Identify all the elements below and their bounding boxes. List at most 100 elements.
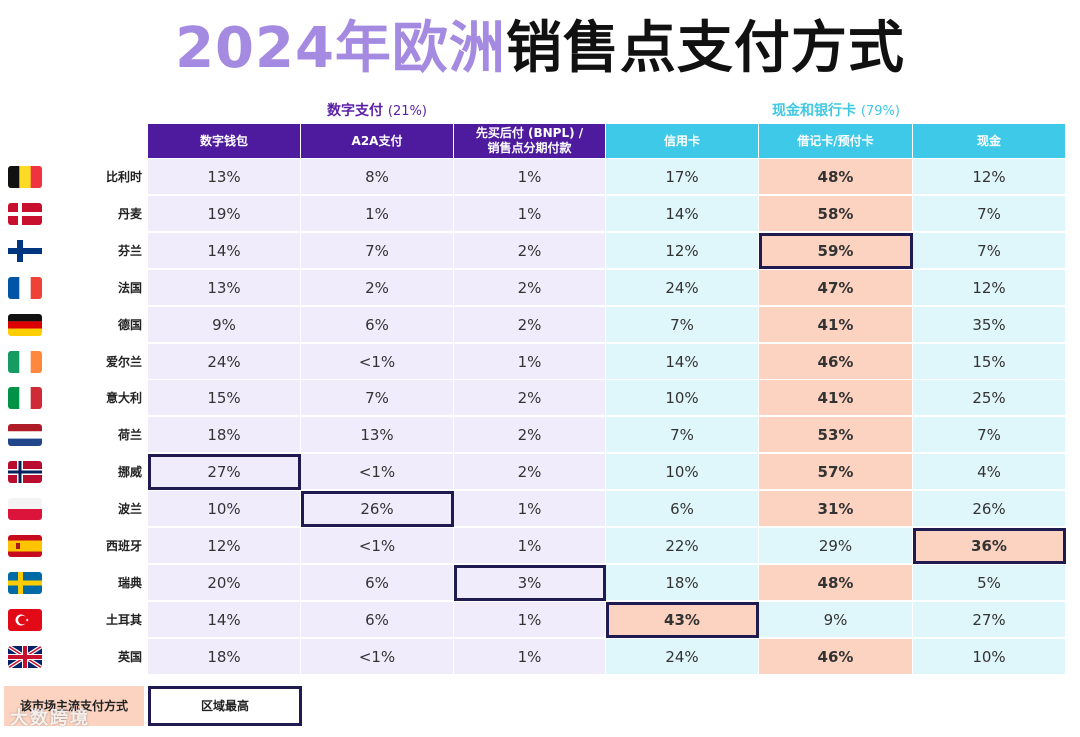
belgium-flag-icon bbox=[8, 166, 42, 188]
group-cash-label: 现金和银行卡 bbox=[772, 103, 857, 119]
column-header-label-line2: 销售点分期付款 bbox=[487, 141, 572, 155]
italy-flag-icon bbox=[8, 387, 42, 410]
cell-digital-wallet: 27% bbox=[148, 454, 301, 491]
ireland-flag-icon bbox=[8, 350, 42, 373]
table-row: 法国 13% 2% 2% 24% 47% 12% bbox=[0, 269, 1066, 306]
cell-digital-wallet: 9% bbox=[148, 306, 301, 343]
table-row: 土耳其 14% 6% 1% 43% 9% 27% bbox=[0, 601, 1066, 638]
cell-bnpl: 2% bbox=[454, 454, 606, 491]
cell-a2a: 7% bbox=[301, 232, 454, 269]
title-year-region: 2024年欧洲 bbox=[175, 16, 506, 81]
cell-cash: 7% bbox=[913, 232, 1066, 269]
cell-a2a: 6% bbox=[301, 306, 454, 343]
country-name: 瑞典 bbox=[117, 575, 142, 590]
france-flag-icon bbox=[8, 276, 42, 299]
cell-credit-card: 24% bbox=[606, 269, 759, 306]
netherlands-flag-icon bbox=[8, 424, 42, 447]
country-name: 西班牙 bbox=[105, 539, 142, 553]
country-name: 丹麦 bbox=[117, 206, 142, 221]
cell-bnpl: 2% bbox=[454, 417, 606, 454]
cell-debit-card: 41% bbox=[759, 380, 913, 417]
cell-cash: 15% bbox=[913, 343, 1066, 380]
cell-credit-card: 10% bbox=[606, 380, 759, 417]
column-header-a2a: A2A支付 bbox=[301, 124, 454, 158]
germany-flag-icon bbox=[8, 313, 42, 336]
group-label-cash-card: 现金和银行卡 (79%) bbox=[606, 100, 1066, 122]
country-name: 波兰 bbox=[117, 502, 142, 517]
column-header-label: 数字钱包 bbox=[199, 133, 248, 148]
cell-a2a: 2% bbox=[301, 269, 454, 306]
country-name: 德国 bbox=[117, 317, 142, 332]
cell-credit-card: 18% bbox=[606, 564, 759, 601]
cell-bnpl: 1% bbox=[454, 343, 606, 380]
cell-bnpl: 1% bbox=[454, 491, 606, 528]
cell-bnpl: 1% bbox=[454, 638, 606, 675]
cell-cash: 7% bbox=[913, 417, 1066, 454]
group-digital-label: 数字支付 bbox=[327, 103, 384, 119]
group-digital-share: (21%) bbox=[387, 104, 427, 119]
cell-debit-card: 46% bbox=[759, 343, 913, 380]
cell-credit-card: 24% bbox=[606, 638, 759, 675]
cell-cash: 36% bbox=[913, 528, 1066, 564]
column-header-cash: 现金 bbox=[913, 124, 1066, 158]
denmark-flag-icon bbox=[8, 202, 42, 225]
country-name: 芬兰 bbox=[117, 243, 142, 258]
cell-digital-wallet: 18% bbox=[148, 417, 301, 454]
cell-credit-card: 17% bbox=[606, 159, 759, 195]
column-header-digital-wallet: 数字钱包 bbox=[148, 124, 301, 158]
cell-bnpl: 1% bbox=[454, 528, 606, 564]
cell-bnpl: 2% bbox=[454, 232, 606, 269]
column-header-credit-card: 信用卡 bbox=[606, 124, 759, 158]
table-row: 荷兰 18% 13% 2% 7% 53% 7% bbox=[0, 417, 1066, 454]
cell-debit-card: 47% bbox=[759, 269, 913, 306]
cell-digital-wallet: 15% bbox=[148, 380, 301, 417]
cell-debit-card: 58% bbox=[759, 195, 913, 232]
cell-cash: 25% bbox=[913, 380, 1066, 417]
cell-bnpl: 1% bbox=[454, 601, 606, 638]
cell-digital-wallet: 13% bbox=[148, 159, 301, 195]
column-header-label-line1: 先买后付 (BNPL) / bbox=[475, 126, 584, 140]
column-header-label: A2A支付 bbox=[351, 133, 403, 148]
country-name: 英国 bbox=[117, 649, 142, 664]
cell-a2a: 26% bbox=[301, 491, 454, 528]
legend-regional-highest: 区域最高 bbox=[148, 686, 302, 726]
table-row: 丹麦 19% 1% 1% 14% 58% 7% bbox=[0, 195, 1066, 232]
table-row: 挪威 27% <1% 2% 10% 57% 4% bbox=[0, 454, 1066, 491]
cell-debit-card: 41% bbox=[759, 306, 913, 343]
cell-digital-wallet: 19% bbox=[148, 195, 301, 232]
cell-a2a: 13% bbox=[301, 417, 454, 454]
column-header-label: 借记卡/预付卡 bbox=[797, 133, 874, 148]
group-cash-share: (79%) bbox=[860, 104, 900, 119]
cell-cash: 26% bbox=[913, 491, 1066, 528]
cell-credit-card: 6% bbox=[606, 491, 759, 528]
cell-credit-card: 7% bbox=[606, 306, 759, 343]
cell-cash: 27% bbox=[913, 601, 1066, 638]
cell-cash: 12% bbox=[913, 269, 1066, 306]
table-row: 比利时 13% 8% 1% 17% 48% 12% bbox=[0, 159, 1066, 195]
finland-flag-icon bbox=[8, 239, 42, 262]
cell-debit-card: 48% bbox=[759, 159, 913, 195]
cell-digital-wallet: 12% bbox=[148, 528, 301, 564]
table-row: 芬兰 14% 7% 2% 12% 59% 7% bbox=[0, 232, 1066, 269]
cell-bnpl: 2% bbox=[454, 306, 606, 343]
cell-credit-card: 14% bbox=[606, 343, 759, 380]
cell-cash: 12% bbox=[913, 159, 1066, 195]
poland-flag-icon bbox=[8, 498, 42, 521]
cell-bnpl: 2% bbox=[454, 380, 606, 417]
cell-debit-card: 31% bbox=[759, 491, 913, 528]
cell-a2a: <1% bbox=[301, 638, 454, 675]
cell-a2a: 1% bbox=[301, 195, 454, 232]
cell-bnpl: 1% bbox=[454, 159, 606, 195]
cell-cash: 35% bbox=[913, 306, 1066, 343]
legend-dominant-method: 该市场主流支付方式 bbox=[4, 686, 144, 726]
cell-a2a: 6% bbox=[301, 564, 454, 601]
cell-debit-card: 48% bbox=[759, 564, 913, 601]
cell-cash: 10% bbox=[913, 638, 1066, 675]
cell-a2a: 6% bbox=[301, 601, 454, 638]
column-header-debit-card: 借记卡/预付卡 bbox=[759, 124, 913, 158]
cell-bnpl: 3% bbox=[454, 564, 606, 601]
table-row: 意大利 15% 7% 2% 10% 41% 25% bbox=[0, 380, 1066, 417]
uk-flag-icon bbox=[8, 645, 42, 668]
spain-flag-icon bbox=[8, 535, 42, 557]
cell-debit-card: 46% bbox=[759, 638, 913, 675]
